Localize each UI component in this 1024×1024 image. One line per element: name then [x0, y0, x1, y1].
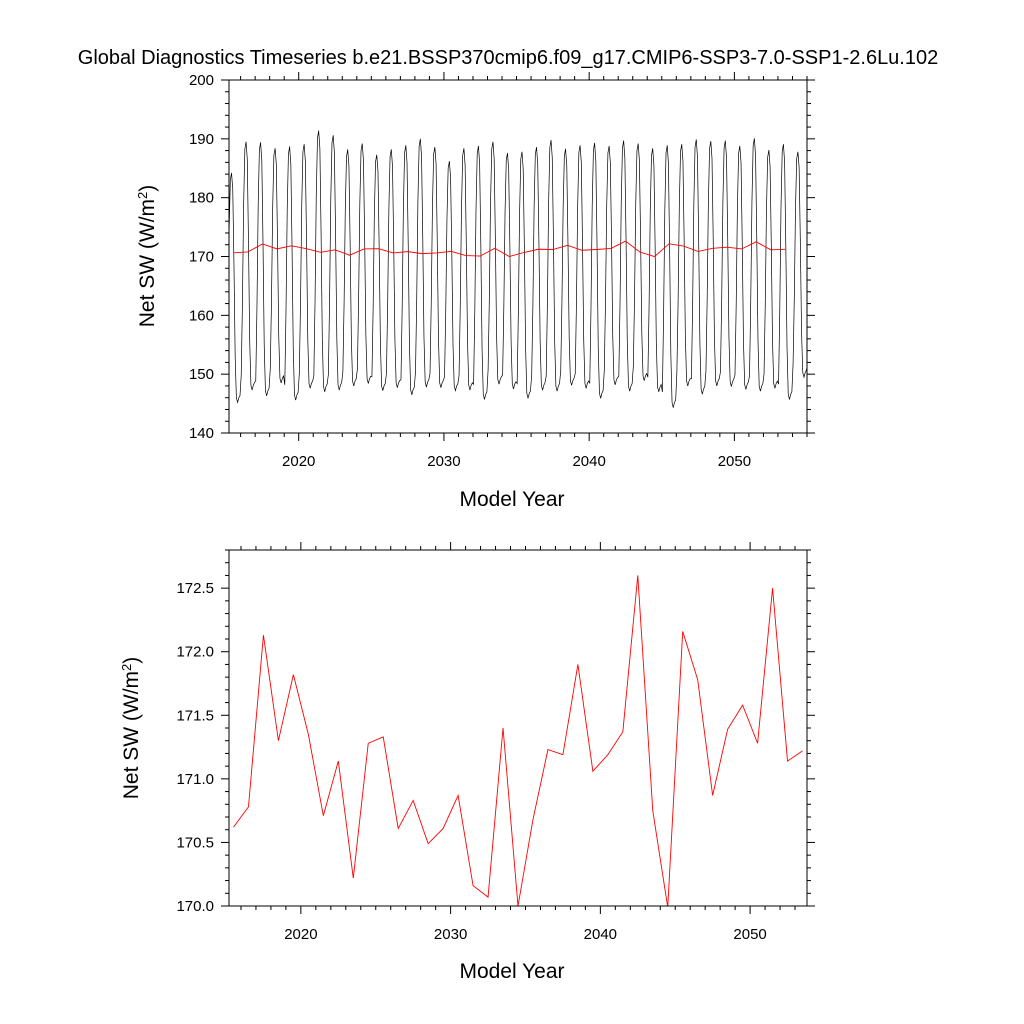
y-tick-label: 172.5 — [176, 580, 214, 597]
y-tick-label: 190 — [189, 131, 214, 148]
top-axis-ticks: 2020 2030 2040 2050 140 150 160 170 180 190 200 — [189, 72, 815, 470]
y-tick-label: 140 — [189, 425, 214, 442]
bottom-x-axis-title: Model Year — [459, 960, 564, 983]
y-tick-label: 180 — [189, 190, 214, 207]
annual-mean-line — [233, 240, 786, 258]
y-tick-label: 150 — [189, 366, 214, 383]
x-tick-label: 2020 — [282, 453, 315, 470]
y-tick-label: 170.0 — [176, 898, 214, 915]
y-tick-label: 171.5 — [176, 707, 214, 724]
y-tick-label: 170.5 — [176, 834, 214, 851]
annual-mean-series — [233, 575, 803, 906]
y-tick-label: 160 — [189, 307, 214, 324]
x-tick-label: 2050 — [718, 453, 751, 470]
x-tick-label: 2050 — [733, 926, 766, 943]
monthly-line — [229, 130, 807, 408]
x-tick-label: 2030 — [427, 453, 460, 470]
bottom-plot-frame — [228, 549, 808, 907]
bottom-y-axis-title: Net SW (W/m2) — [119, 657, 144, 800]
y-tick-label: 172.0 — [176, 644, 214, 661]
monthly-series — [229, 130, 807, 408]
bottom-axis-ticks: 2020 2030 2040 2050 170.0 170.5 171.0 171.5 172.… — [176, 542, 815, 943]
x-tick-label: 2030 — [434, 926, 467, 943]
annual-mean-line — [233, 575, 803, 906]
top-panel: 2020 2030 2040 2050 140 150 160 170 180 190 200 Mo… — [135, 72, 815, 511]
annual-mean-series — [233, 240, 786, 258]
bottom-panel: 2020 2030 2040 2050 170.0 170.5 171.0 171.5 172.… — [119, 542, 815, 983]
y-tick-label: 200 — [189, 72, 214, 89]
y-tick-label: 170 — [189, 249, 214, 266]
y-tick-label: 171.0 — [176, 771, 214, 788]
top-plot-frame — [228, 79, 808, 434]
chart-title: Global Diagnostics Timeseries b.e21.BSSP… — [78, 47, 938, 69]
x-tick-label: 2040 — [584, 926, 617, 943]
top-x-axis-title: Model Year — [459, 488, 564, 511]
x-tick-label: 2020 — [284, 926, 317, 943]
top-y-axis-title: Net SW (W/m2) — [135, 185, 160, 328]
x-tick-label: 2040 — [572, 453, 605, 470]
